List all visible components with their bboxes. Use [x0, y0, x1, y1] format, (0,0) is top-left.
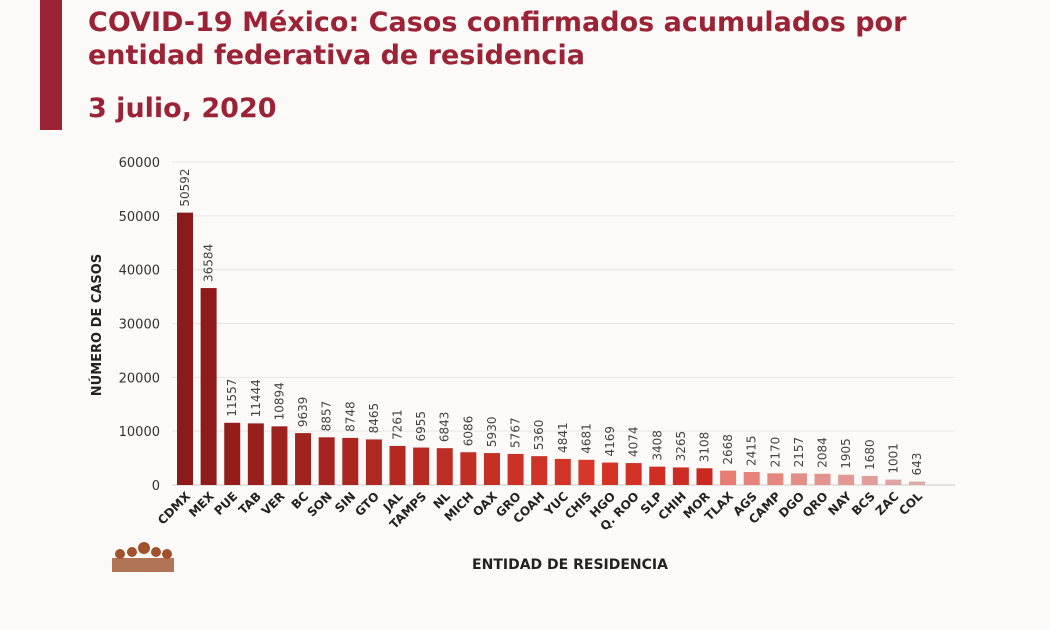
x-axis-label: ENTIDAD DE RESIDENCIA	[472, 557, 668, 573]
government-logo	[110, 540, 176, 578]
x-tick-label: BCS	[849, 489, 878, 518]
bar-mich	[460, 452, 477, 485]
x-tick-label: MEX	[186, 489, 217, 520]
y-tick-label: 40000	[119, 264, 160, 279]
bar-mex	[200, 288, 217, 485]
bar-hgo	[602, 462, 619, 485]
data-label: 2668	[721, 434, 735, 465]
data-label: 50592	[178, 168, 192, 206]
x-tick-label: GTO	[352, 489, 382, 519]
x-tick-label: ZAC	[873, 489, 902, 518]
x-tick-label: CHIH	[656, 489, 689, 522]
bar-gto	[365, 439, 382, 485]
bar-oax	[483, 453, 500, 485]
x-tick-label: VER	[259, 489, 288, 518]
x-tick-label: DGO	[776, 489, 807, 520]
bar-dgo	[790, 473, 807, 485]
data-label: 4169	[603, 426, 617, 457]
title-accent-bar	[40, 0, 62, 130]
bar-cdmx	[177, 212, 193, 485]
data-label: 8857	[320, 401, 334, 432]
data-label: 5360	[532, 420, 546, 451]
x-tick-label: CHIS	[562, 489, 595, 522]
bar-yuc	[554, 458, 571, 485]
data-label: 1001	[886, 443, 900, 474]
x-tick-label: COL	[896, 489, 925, 518]
data-label: 6086	[461, 416, 475, 447]
bar-chis	[578, 459, 595, 485]
bar-pue	[224, 422, 241, 485]
y-tick-label: 0	[152, 479, 160, 494]
bar-tamps	[413, 447, 430, 485]
y-tick-label: 50000	[119, 210, 160, 225]
data-label: 1680	[863, 439, 877, 470]
x-tick-label: NAY	[825, 489, 854, 518]
y-tick-label: 60000	[119, 156, 160, 171]
bar-col	[909, 481, 925, 485]
y-tick-label: 20000	[119, 371, 160, 386]
chart-date: 3 julio, 2020	[88, 93, 277, 124]
bar-nay	[838, 474, 855, 485]
data-label: 11557	[225, 379, 239, 417]
bar-gro	[507, 453, 524, 485]
bar-mor	[696, 468, 713, 485]
data-label: 8465	[367, 403, 381, 434]
data-label: 10894	[272, 382, 286, 420]
bar-jal	[389, 445, 406, 485]
data-label: 8748	[343, 401, 357, 432]
x-tick-label: PUE	[212, 489, 241, 518]
data-label: 3108	[697, 432, 711, 463]
bar-coah	[531, 456, 548, 485]
bar-slp	[649, 466, 666, 485]
bar-bcs	[861, 475, 878, 485]
y-tick-label: 30000	[119, 318, 160, 333]
data-label: 6843	[438, 412, 452, 443]
y-axis-label: NÚMERO DE CASOS	[89, 254, 105, 396]
data-label: 36584	[202, 244, 216, 282]
data-label: 11444	[249, 379, 263, 417]
bar-qroo	[625, 463, 642, 485]
bar-tlax	[720, 470, 737, 485]
data-label: 2084	[816, 437, 830, 468]
x-tick-label: QRO	[800, 489, 831, 520]
data-label: 4074	[627, 427, 641, 458]
bar-sin	[342, 437, 359, 485]
data-label: 5767	[509, 417, 523, 448]
x-tick-label: OAX	[470, 489, 501, 520]
bar-ags	[743, 471, 760, 485]
data-label: 2415	[745, 435, 759, 466]
data-label: 4841	[556, 422, 570, 453]
data-label: 3408	[650, 430, 664, 461]
bar-zac	[885, 479, 902, 485]
data-label: 2157	[792, 437, 806, 468]
x-tick-label: TAB	[236, 489, 264, 517]
data-label: 4681	[579, 423, 593, 454]
chart-title: COVID-19 México: Casos confirmados acumu…	[88, 7, 907, 71]
bar-nl	[436, 448, 453, 485]
bar-bc	[295, 433, 312, 485]
data-label: 6955	[414, 411, 428, 442]
y-tick-label: 10000	[119, 425, 160, 440]
bar-ver	[271, 426, 288, 485]
data-label: 2170	[768, 437, 782, 468]
data-label: 643	[910, 453, 924, 476]
bar-camp	[767, 473, 784, 485]
x-tick-label: SON	[304, 489, 334, 519]
data-label: 7261	[391, 409, 405, 440]
data-label: 5930	[485, 417, 499, 448]
bar-tab	[247, 423, 264, 485]
bar-chih	[672, 467, 689, 485]
bar-son	[318, 437, 335, 485]
bar-qro	[814, 473, 831, 485]
data-label: 3265	[674, 431, 688, 462]
data-label: 9639	[296, 397, 310, 428]
data-label: 1905	[839, 438, 853, 469]
